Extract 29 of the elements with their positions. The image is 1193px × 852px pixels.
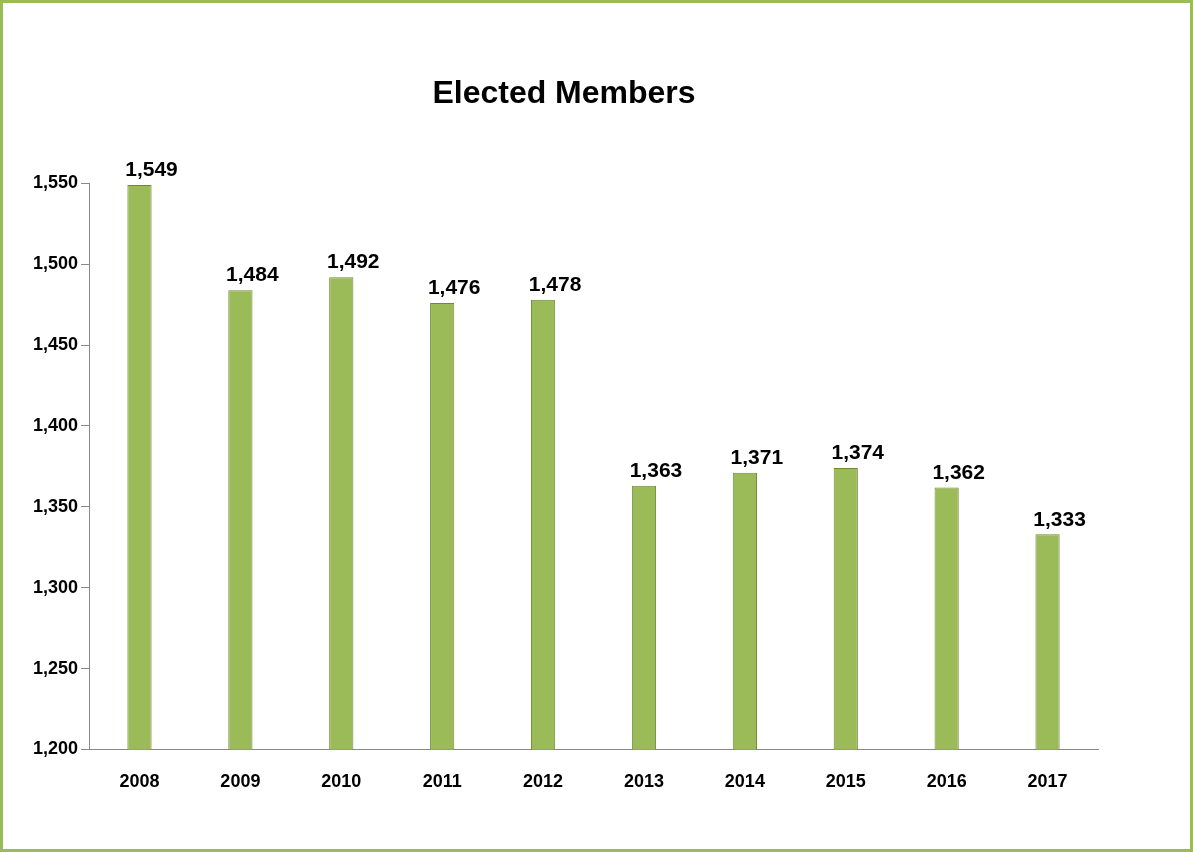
- data-label: 1,549: [125, 157, 178, 181]
- x-tick-label: 2015: [825, 771, 866, 792]
- y-tick-label: 1,300: [33, 576, 79, 597]
- y-tick-label: 1,350: [33, 495, 79, 516]
- x-tick-label: 2013: [623, 771, 664, 792]
- x-tick-label: 2016: [926, 771, 967, 792]
- chart-title: Elected Members: [432, 74, 696, 111]
- y-tick-label: 1,500: [33, 253, 79, 274]
- y-tick-label: 1,550: [33, 172, 79, 193]
- x-tick-label: 2008: [119, 771, 160, 792]
- y-tick-label: 1,200: [33, 738, 79, 759]
- data-label: 1,492: [327, 249, 380, 273]
- y-tick-label: 1,250: [33, 657, 79, 678]
- x-tick-label: 2014: [724, 771, 765, 792]
- x-tick-label: 2009: [220, 771, 261, 792]
- data-label: 1,362: [932, 459, 985, 483]
- x-tick-label: 2017: [1027, 771, 1068, 792]
- data-label: 1,478: [528, 272, 582, 296]
- y-tick-label: 1,450: [33, 334, 79, 355]
- data-label: 1,484: [226, 262, 279, 286]
- x-tick-label: 2012: [523, 771, 564, 792]
- x-tick-label: 2011: [422, 771, 462, 792]
- data-label: 1,363: [629, 458, 683, 482]
- data-label: 1,374: [831, 440, 885, 464]
- data-label: 1,371: [730, 445, 784, 469]
- y-tick-label: 1,400: [33, 414, 79, 435]
- x-tick-label: 2010: [321, 771, 362, 792]
- data-label: 1,476: [427, 275, 481, 299]
- data-label: 1,333: [1033, 506, 1086, 530]
